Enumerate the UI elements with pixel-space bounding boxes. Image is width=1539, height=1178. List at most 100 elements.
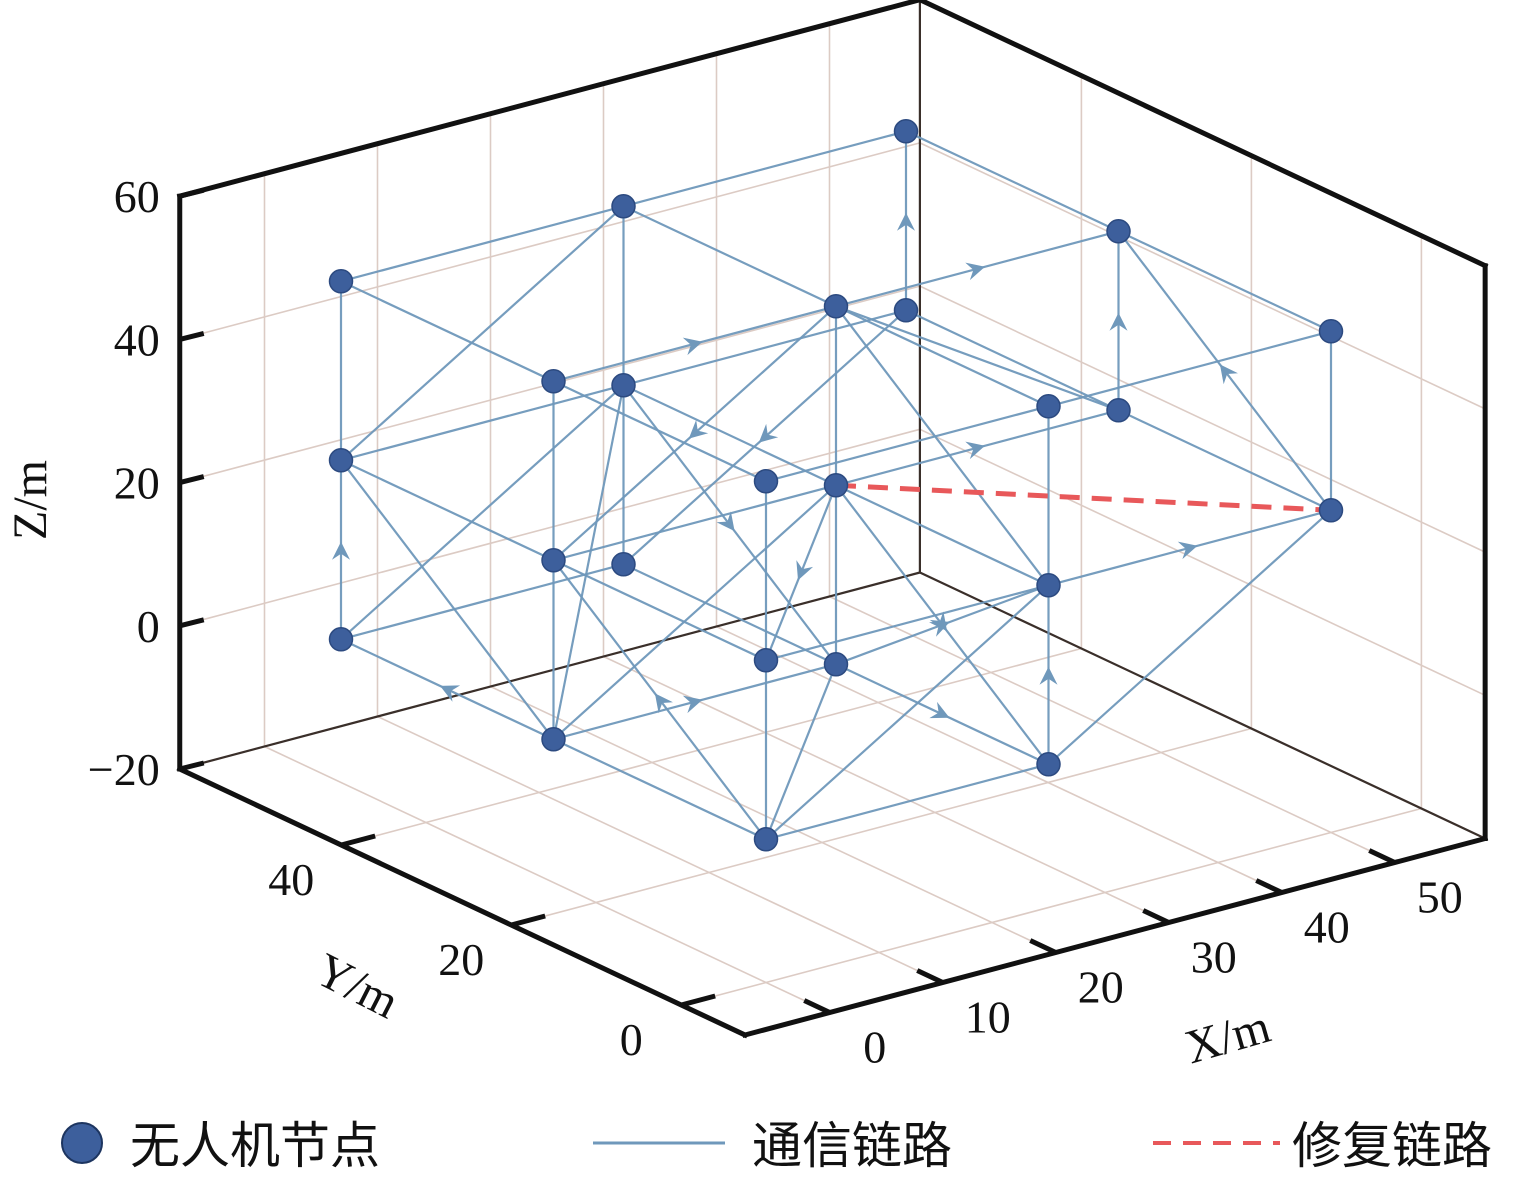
x-tick-label: 0	[863, 1022, 886, 1073]
floor-grid-line	[829, 595, 1396, 864]
link-direction-arrow-icon	[758, 423, 779, 443]
back-wall-grid-line	[179, 142, 921, 341]
y-tick-mark	[340, 833, 376, 848]
x-tick-mark	[1368, 848, 1396, 865]
communication-link	[623, 130, 907, 208]
link-direction-arrow-icon	[1177, 541, 1198, 560]
uav-node	[328, 269, 354, 294]
uav-node	[328, 627, 354, 652]
uav-node	[753, 827, 779, 852]
top-side-edge	[916, 0, 1489, 270]
y-tick-label: 0	[620, 1014, 643, 1065]
communication-link	[553, 559, 767, 662]
x-axis-title: X/m	[1179, 1000, 1276, 1074]
communication-link	[340, 563, 624, 641]
communication-link	[1048, 330, 1332, 408]
communication-link	[340, 280, 554, 383]
uav-node	[753, 648, 779, 673]
floor-grid-line	[377, 715, 944, 984]
link-direction-arrow-icon	[1109, 312, 1128, 331]
legend-node-marker-icon	[61, 1122, 103, 1164]
communication-link	[765, 763, 1049, 841]
uav-node	[893, 119, 919, 144]
link-direction-arrow-icon	[682, 337, 703, 356]
communication-link	[553, 484, 837, 562]
uav-node	[1106, 398, 1131, 423]
uav-node	[1318, 498, 1344, 523]
communication-link	[905, 309, 1119, 412]
link-direction-arrow-icon	[897, 212, 915, 231]
x-axis-line	[741, 835, 1489, 1039]
floor-grid-line	[511, 727, 1252, 926]
y-tick-label: 20	[438, 934, 484, 985]
floor-back-edge	[179, 571, 921, 771]
link-direction-arrow-icon	[716, 511, 735, 532]
repair-links	[835, 482, 1332, 513]
link-direction-arrow-icon	[440, 685, 461, 702]
x-tick-label: 10	[965, 992, 1011, 1043]
side-wall-grid-line	[919, 428, 1486, 697]
link-direction-arrow-icon	[1219, 364, 1238, 385]
communication-link	[340, 205, 625, 462]
z-tick-label: 60	[114, 171, 160, 222]
communication-link	[1047, 509, 1332, 766]
communication-link	[623, 309, 907, 387]
uav-node	[541, 369, 566, 394]
floor-grid-line	[603, 655, 1170, 924]
y-axis-title: Y/m	[307, 943, 407, 1029]
communication-links	[332, 130, 1333, 841]
communication-link	[835, 484, 1049, 587]
communication-link	[340, 459, 554, 562]
x-tick-label: 20	[1078, 962, 1124, 1013]
uav-node	[753, 469, 779, 494]
z-tick-mark	[179, 617, 205, 629]
x-tick-mark	[803, 998, 831, 1015]
link-direction-arrow-icon	[332, 541, 350, 560]
uav-node	[893, 298, 919, 323]
y-tick-label: 40	[268, 854, 314, 905]
link-direction-arrow-icon	[688, 419, 709, 439]
back-wall-grid-line	[179, 428, 921, 627]
floor-grid-line	[716, 625, 1283, 894]
communication-link	[765, 405, 1049, 483]
link-direction-arrow-icon	[1039, 666, 1058, 685]
uav-node	[328, 448, 354, 473]
legend: 无人机节点 通信链路 修复链路	[61, 1118, 1492, 1174]
z-tick-label: 0	[137, 601, 160, 652]
z-tick-label: −20	[88, 744, 160, 795]
floor-grid-line	[681, 807, 1422, 1006]
z-tick-mark	[179, 760, 205, 772]
communication-link	[623, 384, 837, 487]
link-direction-arrow-icon	[929, 701, 950, 719]
repair-link	[835, 482, 1332, 513]
x-tick-label: 50	[1417, 872, 1463, 923]
communication-link	[552, 385, 625, 740]
uav-node	[541, 727, 566, 752]
link-direction-arrow-icon	[682, 695, 703, 714]
communication-link	[835, 305, 1119, 412]
legend-link-label: 通信链路	[752, 1118, 952, 1174]
communication-link	[340, 459, 555, 740]
x-tick-label: 40	[1304, 902, 1350, 953]
communication-link	[340, 205, 624, 283]
y-tick-mark	[510, 913, 546, 928]
communication-link	[905, 130, 1119, 233]
z-tick-mark	[179, 474, 205, 486]
z-tick-label: 20	[114, 458, 160, 509]
communication-link	[340, 384, 625, 641]
uav-node	[611, 194, 636, 219]
communication-link	[552, 484, 837, 741]
x-tick-mark	[1142, 908, 1170, 925]
uav-node	[1036, 573, 1061, 598]
communication-link	[765, 584, 1049, 662]
legend-node-label: 无人机节点	[130, 1118, 380, 1174]
side-wall-grid-line	[919, 142, 1486, 410]
z-tick-mark	[179, 330, 205, 342]
uav-node	[1036, 394, 1061, 419]
link-direction-arrow-icon	[965, 262, 985, 281]
uav-node	[1036, 752, 1061, 777]
floor-grid-line	[341, 647, 1082, 846]
communication-link	[623, 563, 837, 666]
communication-link	[623, 205, 837, 308]
